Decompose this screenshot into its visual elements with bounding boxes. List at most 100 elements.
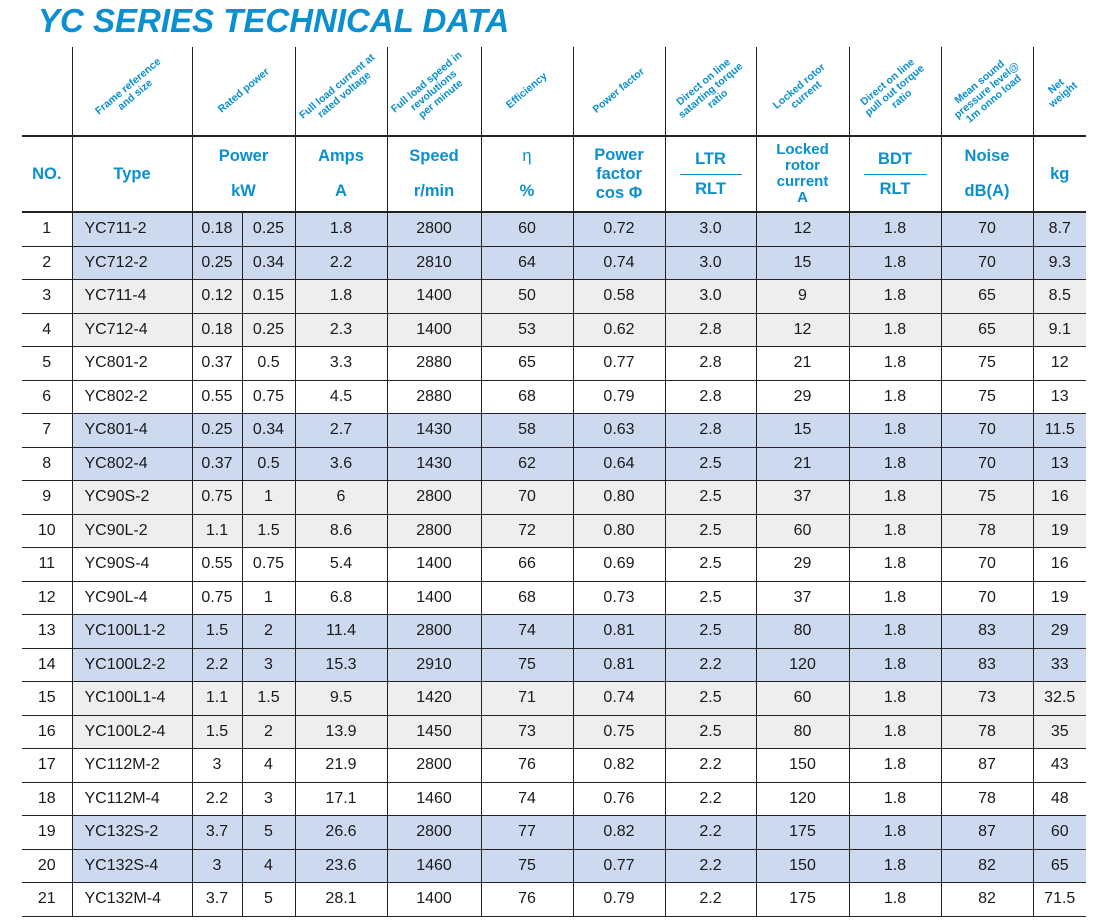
power-kw-cell: 0.18: [191, 212, 242, 247]
no-cell: 8: [22, 447, 72, 481]
noise-cell: 87: [940, 815, 1033, 850]
table-row: 15 YC100L1-4 1.1 1.5 9.5 1420 71 0.74 2.5 60 1.8 73…: [22, 681, 1086, 716]
power-kw-cell: 0.12: [191, 279, 242, 314]
ltr-cell: 2.5: [664, 447, 756, 481]
table-body: 1 YC711-2 0.18 0.25 1.8 2800 60 0.72 3.0 12 1.8 70 8…: [22, 212, 1086, 917]
noise-cell: 65: [940, 313, 1033, 347]
amps-cell: 3.3: [294, 346, 387, 381]
no-cell: 1: [22, 212, 72, 247]
col-header-no: NO.: [22, 136, 72, 213]
power-factor-cell: 0.73: [572, 581, 665, 615]
no-cell: 19: [22, 815, 72, 850]
noise-cell: 70: [940, 246, 1033, 280]
weight-cell: 19: [1032, 514, 1086, 548]
amps-cell: 17.1: [294, 782, 387, 816]
speed-cell: 2810: [386, 246, 481, 280]
weight-cell: 48: [1032, 782, 1086, 816]
weight-cell: 33: [1032, 648, 1086, 682]
rotated-header-rated-power: Rated power: [191, 47, 295, 137]
table-row: 13 YC100L1-2 1.5 2 11.4 2800 74 0.81 2.5 80 1.8 83 2…: [22, 614, 1086, 649]
table-row: 18 YC112M-4 2.2 3 17.1 1460 74 0.76 2.2 120 1.8 78 4…: [22, 782, 1086, 816]
table-row: 5 YC801-2 0.37 0.5 3.3 2880 65 0.77 2.8 21 1.8 75 12: [22, 346, 1086, 381]
noise-cell: 83: [940, 648, 1033, 682]
no-cell: 18: [22, 782, 72, 816]
weight-cell: 8.5: [1032, 279, 1086, 314]
amps-cell: 3.6: [294, 447, 387, 481]
table-row: 1 YC711-2 0.18 0.25 1.8 2800 60 0.72 3.0 12 1.8 70 8…: [22, 212, 1086, 247]
amps-cell: 4.5: [294, 380, 387, 414]
locked-rotor-current-cell: 15: [755, 413, 849, 448]
amps-cell: 5.4: [294, 547, 387, 582]
amps-cell: 26.6: [294, 815, 387, 850]
speed-cell: 2800: [386, 614, 481, 649]
power-hp-cell: 3: [241, 782, 295, 816]
header-blank-cell: [22, 47, 72, 137]
speed-cell: 2800: [386, 815, 481, 850]
bdt-cell: 1.8: [848, 815, 941, 850]
bdt-cell: 1.8: [848, 380, 941, 414]
locked-rotor-current-cell: 15: [755, 246, 849, 280]
type-cell: YC90L-4: [71, 581, 192, 615]
power-hp-cell: 4: [241, 849, 295, 883]
ltr-cell: 3.0: [664, 279, 756, 314]
table-row: 11 YC90S-4 0.55 0.75 5.4 1400 66 0.69 2.5 29 1.8 70…: [22, 547, 1086, 582]
bdt-cell: 1.8: [848, 715, 941, 749]
ltr-cell: 2.8: [664, 346, 756, 381]
speed-cell: 1460: [386, 849, 481, 883]
weight-cell: 12: [1032, 346, 1086, 381]
speed-cell: 1450: [386, 715, 481, 749]
table-row: 3 YC711-4 0.12 0.15 1.8 1400 50 0.58 3.0 9 1.8 65 8.…: [22, 279, 1086, 314]
efficiency-cell: 65: [480, 346, 573, 381]
power-factor-cell: 0.62: [572, 313, 665, 347]
power-hp-cell: 0.5: [241, 346, 295, 381]
power-factor-cell: 0.81: [572, 648, 665, 682]
no-cell: 16: [22, 715, 72, 749]
rotated-header-sound-pressure: Mean sound pressure level@ 1m onno load: [940, 47, 1033, 137]
bdt-cell: 1.8: [848, 480, 941, 515]
weight-cell: 19: [1032, 581, 1086, 615]
no-cell: 21: [22, 882, 72, 917]
power-hp-cell: 1: [241, 480, 295, 515]
no-cell: 5: [22, 346, 72, 381]
rotated-header-full-load-speed: Full load speed in revolutions per minut…: [386, 47, 481, 137]
no-cell: 4: [22, 313, 72, 347]
no-cell: 20: [22, 849, 72, 883]
locked-rotor-current-cell: 21: [755, 346, 849, 381]
bdt-cell: 1.8: [848, 279, 941, 314]
power-hp-cell: 0.25: [241, 212, 295, 247]
weight-cell: 32.5: [1032, 681, 1086, 716]
type-cell: YC112M-4: [71, 782, 192, 816]
speed-cell: 2910: [386, 648, 481, 682]
bdt-cell: 1.8: [848, 413, 941, 448]
bdt-cell: 1.8: [848, 681, 941, 716]
type-cell: YC802-2: [71, 380, 192, 414]
power-factor-cell: 0.77: [572, 849, 665, 883]
speed-cell: 1460: [386, 782, 481, 816]
efficiency-cell: 71: [480, 681, 573, 716]
power-kw-cell: 1.1: [191, 681, 242, 716]
efficiency-cell: 70: [480, 480, 573, 515]
type-cell: YC132S-4: [71, 849, 192, 883]
power-factor-cell: 0.63: [572, 413, 665, 448]
weight-cell: 35: [1032, 715, 1086, 749]
ltr-cell: 3.0: [664, 212, 756, 247]
efficiency-cell: 68: [480, 581, 573, 615]
noise-cell: 82: [940, 882, 1033, 917]
bdt-cell: 1.8: [848, 581, 941, 615]
rotated-header-power-factor: Power factor: [572, 47, 665, 137]
efficiency-cell: 75: [480, 648, 573, 682]
efficiency-cell: 68: [480, 380, 573, 414]
amps-cell: 6.8: [294, 581, 387, 615]
locked-rotor-current-cell: 80: [755, 614, 849, 649]
ltr-cell: 2.2: [664, 648, 756, 682]
power-factor-cell: 0.79: [572, 380, 665, 414]
weight-cell: 16: [1032, 480, 1086, 515]
table-row: 14 YC100L2-2 2.2 3 15.3 2910 75 0.81 2.2 120 1.8 83…: [22, 648, 1086, 682]
power-hp-cell: 5: [241, 815, 295, 850]
ltr-cell: 2.8: [664, 313, 756, 347]
bdt-cell: 1.8: [848, 246, 941, 280]
efficiency-cell: 60: [480, 212, 573, 247]
amps-cell: 2.7: [294, 413, 387, 448]
efficiency-cell: 74: [480, 782, 573, 816]
noise-cell: 82: [940, 849, 1033, 883]
